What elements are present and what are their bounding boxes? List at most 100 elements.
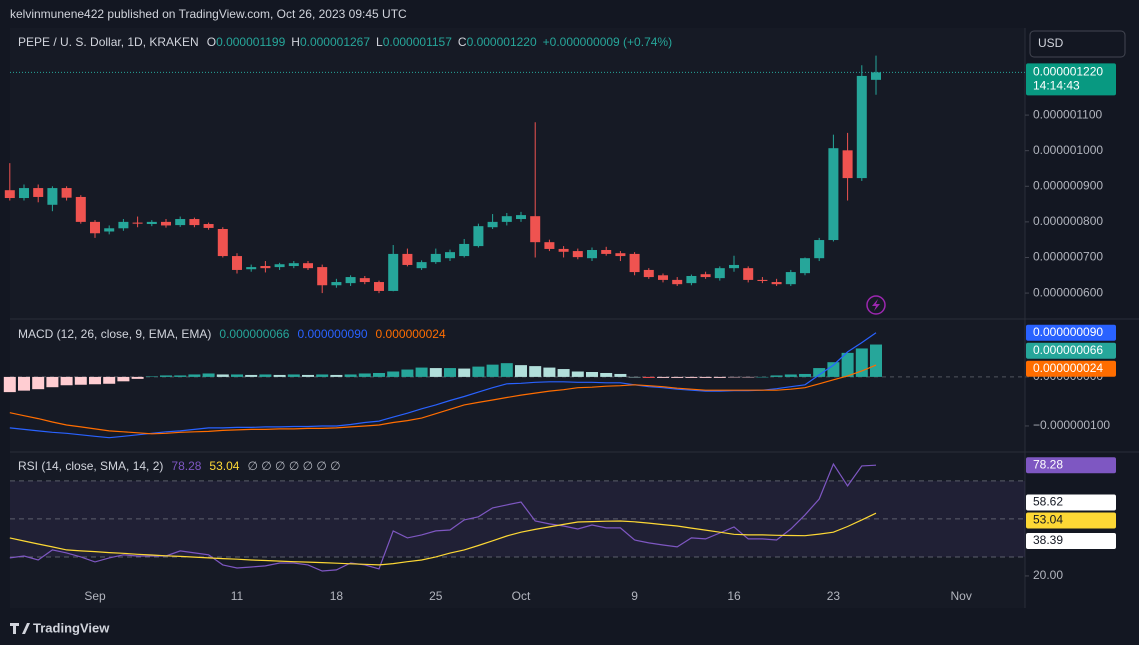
x-tick-label: 23 [827, 589, 841, 603]
candle-body [871, 72, 881, 80]
axis-value-box [1026, 512, 1116, 529]
candle-body [232, 256, 242, 270]
macd-histogram-bar [302, 374, 314, 377]
countdown: 14:14:43 [1033, 79, 1080, 93]
macd-histogram-bar [160, 375, 172, 377]
candle-body [601, 250, 612, 254]
macd-histogram-bar [770, 375, 783, 377]
macd-histogram-bar [231, 374, 243, 377]
y-tick-label: 0.000000600 [1033, 285, 1103, 299]
ohlc-key: C [458, 35, 467, 49]
macd-histogram-bar [429, 368, 442, 377]
candle-body [203, 224, 214, 228]
macd-histogram-bar [287, 374, 300, 377]
candle-body [146, 221, 157, 225]
currency-button[interactable] [1029, 30, 1126, 58]
candle-body [118, 221, 129, 229]
candle-body [19, 188, 29, 199]
candle-body [288, 263, 299, 267]
candle-body [785, 272, 796, 285]
candle-body [516, 215, 526, 220]
macd-histogram-bar [202, 373, 215, 377]
axis-value-label: 0.000000024 [1033, 361, 1103, 375]
axis-value-box [1026, 324, 1116, 341]
ohlc-value: 0.000001199 [216, 35, 286, 49]
rsi-placeholders: ∅ ∅ ∅ ∅ ∅ ∅ ∅ [247, 459, 340, 473]
macd-histogram-bar [486, 364, 499, 377]
last-price-box [1026, 63, 1116, 96]
macd-histogram-bar [614, 373, 627, 377]
macd-histogram-bar [642, 376, 655, 378]
x-tick-label: 9 [631, 589, 638, 603]
macd-histogram-bar [671, 376, 684, 378]
candle-body [572, 251, 583, 258]
macd-histogram-bar [32, 376, 45, 390]
macd-histogram-bar [216, 374, 229, 377]
ohlc-value: 0.000001267 [300, 35, 370, 49]
macd-histogram-bar [500, 363, 513, 377]
brand-logo [10, 623, 30, 634]
candle-body [303, 263, 313, 269]
rsi-header: RSI (14, close, SMA, 14, 2) 78.28 53.04 ∅ ∅… [18, 459, 341, 473]
macd-line-value: 0.000000090 [297, 327, 367, 341]
axis-value-box [1026, 457, 1116, 474]
candle-body [317, 267, 328, 286]
symbol-title: PEPE / U. S. Dollar, 1D, KRAKEN [18, 35, 199, 49]
macd-histogram-bar [373, 372, 385, 377]
macd-histogram-bar [543, 367, 556, 377]
candle-body [359, 278, 370, 283]
macd-histogram-bar [117, 376, 130, 382]
macd-histogram-bar [472, 366, 485, 377]
y-tick-label: 20.00 [1033, 568, 1063, 582]
price-change: +0.000000009 (+0.74%) [543, 35, 672, 49]
candle-body [842, 150, 853, 179]
macd-histogram-bar [131, 376, 144, 379]
macd-histogram-bar [74, 376, 87, 385]
candle-body [189, 219, 200, 226]
macd-title: MACD (12, 26, close, 9, EMA, EMA) [18, 327, 211, 341]
y-tick-label: 0.000000900 [1033, 178, 1103, 192]
macd-histogram-bar [571, 371, 584, 377]
candle-body [643, 269, 654, 278]
candle-body [828, 148, 839, 241]
alert-bolt [872, 299, 880, 311]
candle-body [175, 219, 186, 226]
macd-histogram-bar [344, 374, 357, 377]
macd-histogram-bar [18, 376, 30, 391]
currency[interactable]: USD [1038, 36, 1064, 50]
axis-value-label: 78.28 [1033, 457, 1063, 471]
x-tick-label: 11 [231, 589, 244, 603]
alert-icon[interactable] [866, 295, 886, 315]
candle-body [430, 253, 441, 263]
macd-histogram-bar [3, 376, 16, 393]
x-tick-label: 16 [727, 589, 741, 603]
axis-value-label: 38.39 [1033, 533, 1063, 547]
candle-body [75, 196, 86, 222]
macd-histogram-bar [259, 374, 272, 377]
macd-histogram-bar [387, 371, 400, 377]
x-tick-label: Sep [84, 589, 106, 603]
candle-body [700, 274, 711, 278]
macd-histogram-bar [401, 369, 414, 377]
macd-histogram-bar [628, 376, 641, 378]
candle-body [331, 282, 342, 286]
axis-value-box [1026, 360, 1116, 377]
axis-value-label: 0.000000090 [1033, 325, 1103, 339]
axis-value-label: 53.04 [1033, 513, 1063, 527]
rsi-line [9, 462, 877, 572]
candle-body [345, 277, 356, 284]
alert-ring [866, 295, 886, 315]
candle-body [388, 253, 399, 291]
y-tick-label: −0.000000100 [1033, 418, 1110, 432]
macd-histogram-bar [586, 372, 598, 377]
candle-body [800, 258, 810, 274]
macd-histogram-bar [273, 374, 286, 377]
candle-body [530, 216, 541, 243]
candle-body [104, 228, 115, 232]
ohlc-key: H [291, 35, 300, 49]
candle-body [544, 242, 555, 249]
macd-header: MACD (12, 26, close, 9, EMA, EMA) 0.00000… [18, 327, 446, 341]
candle-body [4, 190, 15, 199]
macd-histogram-bar [358, 373, 371, 377]
macd-histogram-bar [145, 376, 158, 377]
